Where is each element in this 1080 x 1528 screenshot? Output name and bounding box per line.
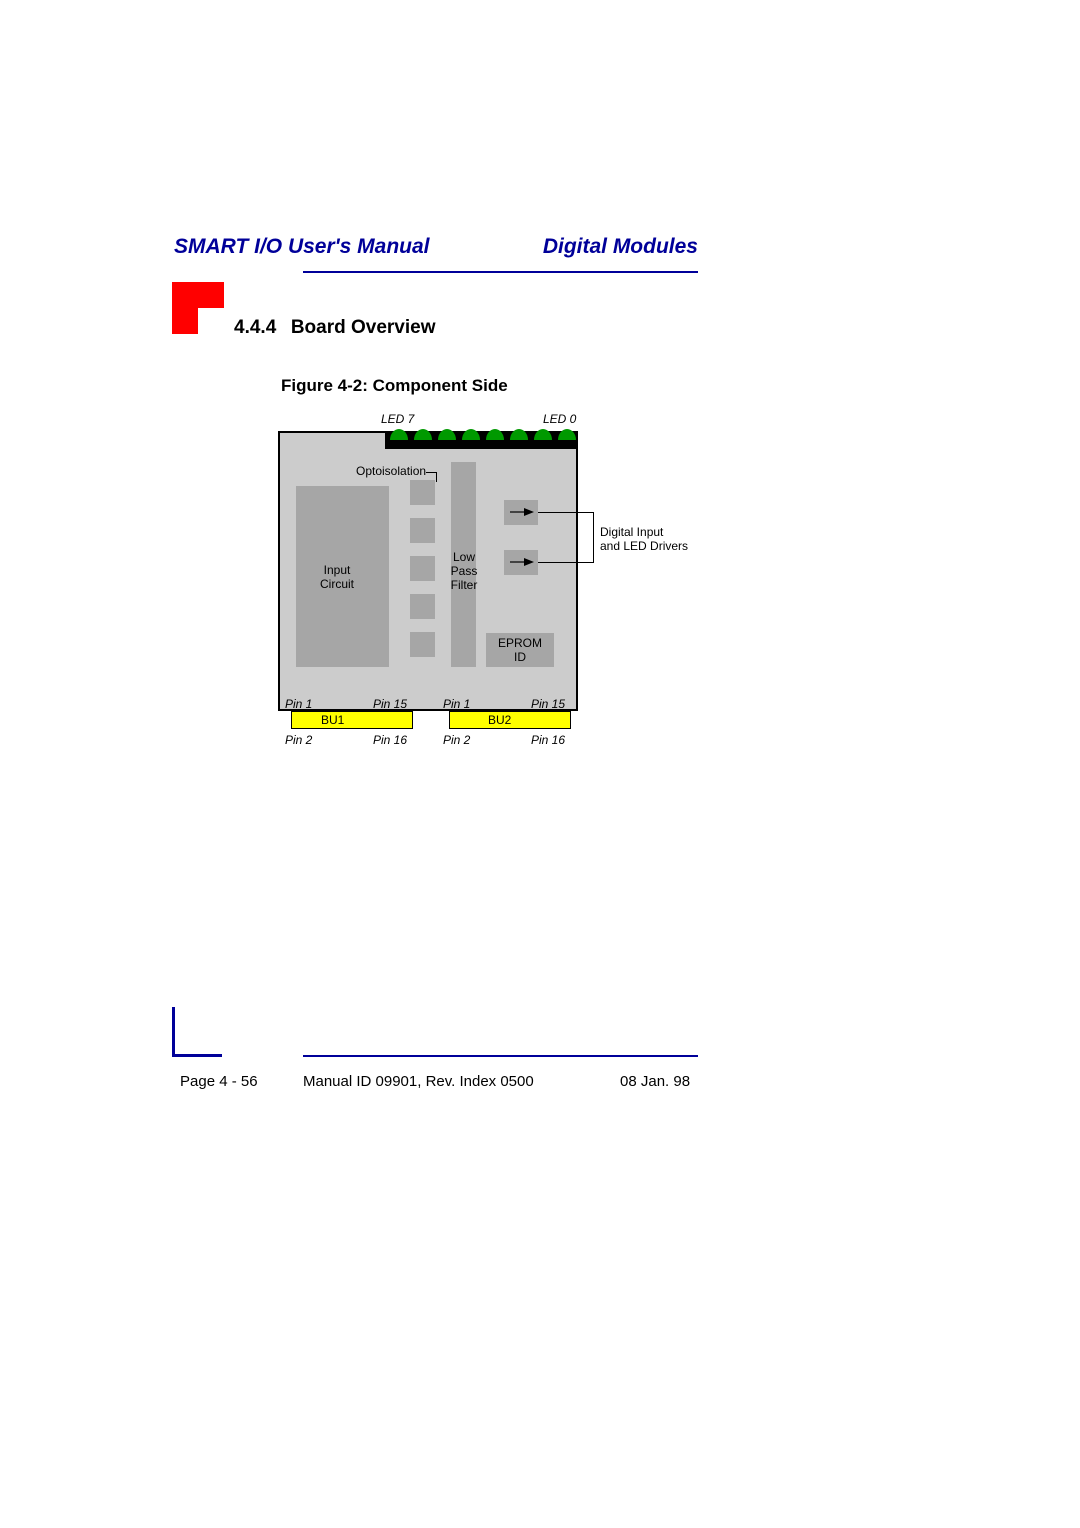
driver-arrow-1 [504,500,538,525]
led-label-left: LED 7 [381,412,414,426]
footer-right: 08 Jan. 98 [620,1073,690,1090]
logo-icon [172,282,224,334]
figure-caption-title: Component Side [373,376,508,395]
bottom-horizontal-rule [303,1055,698,1057]
bu2-pin-bl: Pin 2 [443,733,470,747]
left-frame-horizontal [172,1054,222,1057]
bu1-pin-tr: Pin 15 [373,697,407,711]
footer-center: Manual ID 09901, Rev. Index 0500 [303,1073,534,1090]
header-right-title: Digital Modules [488,235,698,259]
input-circuit-label: Input Circuit [320,564,354,592]
top-horizontal-rule [303,271,698,273]
connector-bu1-label: BU1 [321,713,344,727]
opto-block-3 [410,556,435,581]
bu1-pin-br: Pin 16 [373,733,407,747]
opto-block-4 [410,594,435,619]
driver-leader-1 [538,512,593,513]
left-frame-vertical [172,1007,175,1057]
bu2-pin-tl: Pin 1 [443,697,470,711]
bu1-pin-tl: Pin 1 [285,697,312,711]
lowpass-l2: Pass [451,564,478,578]
side-label-l1: Digital Input [600,525,663,539]
bu2-pin-br: Pin 16 [531,733,565,747]
connector-bu1 [291,711,413,729]
opto-block-2 [410,518,435,543]
section-title-text: Board Overview [291,317,436,338]
bu1-pin-bl: Pin 2 [285,733,312,747]
optoisolation-label: Optoisolation [356,465,426,479]
input-circuit-label-l1: Input [324,563,351,577]
side-label-l2: and LED Drivers [600,539,688,553]
opto-block-1 [410,480,435,505]
eprom-l2: ID [514,650,526,664]
section-number: 4.4.4 [234,317,276,338]
lowpass-label: Low Pass Filter [447,551,481,592]
opto-leader-v [436,472,437,482]
led-label-right: LED 0 [543,412,576,426]
bu2-pin-tr: Pin 15 [531,697,565,711]
eprom-label: EPROM ID [486,637,554,665]
driver-leader-v [593,512,594,540]
side-label: Digital Input and LED Drivers [600,526,688,554]
board-diagram: LED 7 LED 0 Optoisolation Input Circuit [288,418,718,778]
figure-caption: Figure 4-2: Component Side [281,376,508,396]
header-left-title: SMART I/O User's Manual [174,235,430,259]
figure-caption-prefix: Figure 4-2: [281,376,373,395]
opto-leader-h [426,472,436,473]
lowpass-l1: Low [453,550,475,564]
driver-leader-v2 [593,540,594,563]
connector-bu2-label: BU2 [488,713,511,727]
logo-notch [198,308,224,334]
opto-block-5 [410,632,435,657]
driver-arrow-2 [504,550,538,575]
eprom-l1: EPROM [498,636,542,650]
section-heading: 4.4.4 Board Overview [234,317,436,339]
input-circuit-label-l2: Circuit [320,577,354,591]
footer-page: Page 4 - 56 [180,1073,258,1090]
page: SMART I/O User's Manual Digital Modules … [0,0,1080,1528]
driver-leader-2 [538,562,593,563]
lowpass-l3: Filter [451,578,478,592]
